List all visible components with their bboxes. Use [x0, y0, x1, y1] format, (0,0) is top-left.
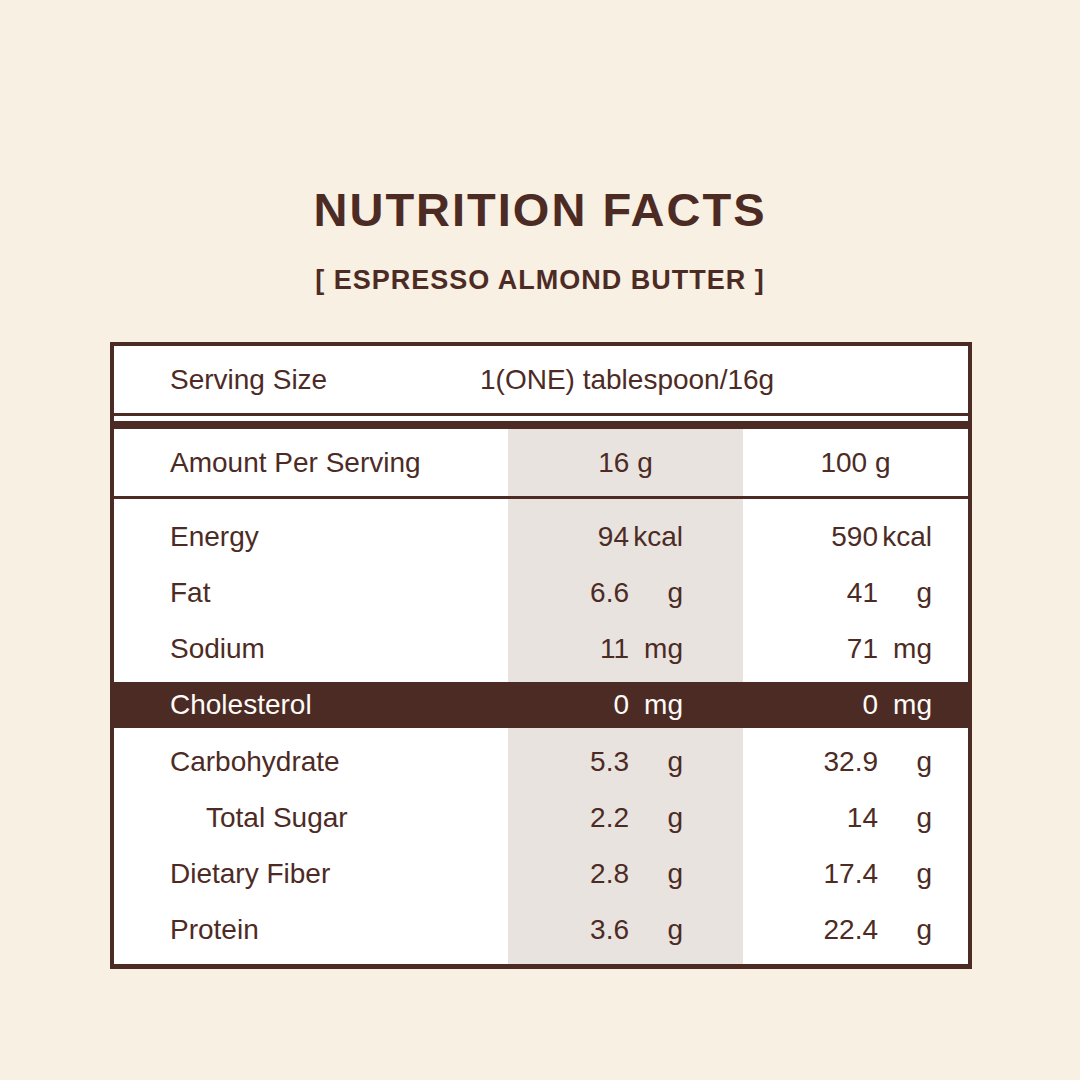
amount: 14 [743, 802, 878, 834]
value-100g: 22.4 g [743, 914, 968, 946]
amount: 71 [743, 633, 878, 665]
value-100g: 32.9 g [743, 746, 968, 778]
unit: g [629, 858, 683, 890]
nutrient-label: Total Sugar [114, 802, 508, 834]
value-16g: 94 kcal [508, 521, 743, 553]
value-100g: 14 g [743, 802, 968, 834]
nutrient-label: Dietary Fiber [114, 858, 508, 890]
amount: 3.6 [508, 914, 629, 946]
column-header-16g: 16 g [508, 447, 743, 479]
amount: 590 [743, 521, 878, 553]
value-100g: 17.4 g [743, 858, 968, 890]
value-16g: 0 mg [508, 689, 743, 721]
column-header-100g: 100 g [743, 447, 968, 479]
value-100g: 0 mg [743, 689, 968, 721]
amount: 5.3 [508, 746, 629, 778]
amount: 22.4 [743, 914, 878, 946]
unit: mg [629, 633, 683, 665]
amount: 17.4 [743, 858, 878, 890]
value-100g: 41 g [743, 577, 968, 609]
unit: g [629, 577, 683, 609]
nutrient-row-protein: Protein 3.6 g 22.4 g [114, 902, 968, 958]
unit: g [878, 577, 932, 609]
column-header-row: Amount Per Serving 16 g 100 g [114, 429, 968, 496]
unit: kcal [629, 521, 683, 553]
unit: g [878, 858, 932, 890]
amount: 6.6 [508, 577, 629, 609]
value-16g: 11 mg [508, 633, 743, 665]
unit: g [878, 914, 932, 946]
nutrient-label: Energy [114, 521, 508, 553]
unit: mg [878, 633, 932, 665]
value-16g: 5.3 g [508, 746, 743, 778]
value-16g: 6.6 g [508, 577, 743, 609]
amount-per-serving-label: Amount Per Serving [114, 447, 508, 479]
amount: 2.2 [508, 802, 629, 834]
nutrient-row-cholesterol: Cholesterol 0 mg 0 mg [114, 682, 968, 728]
nutrition-facts-table: Serving Size 1(ONE) tablespoon/16g Amoun… [110, 342, 972, 969]
unit: mg [629, 689, 683, 721]
unit: g [629, 746, 683, 778]
nutrient-row-carbohydrate: Carbohydrate 5.3 g 32.9 g [114, 734, 968, 790]
unit: kcal [878, 521, 932, 553]
amount: 94 [508, 521, 629, 553]
value-100g: 590 kcal [743, 521, 968, 553]
amount: 0 [743, 689, 878, 721]
value-16g: 3.6 g [508, 914, 743, 946]
value-16g: 2.8 g [508, 858, 743, 890]
nutrient-rows: Energy 94 kcal 590 kcal Fat 6.6 g 41 [114, 499, 968, 964]
nutrient-label: Cholesterol [114, 689, 508, 721]
unit: g [629, 914, 683, 946]
nutrient-label: Protein [114, 914, 508, 946]
nutrient-row-fat: Fat 6.6 g 41 g [114, 565, 968, 621]
table-body: Amount Per Serving 16 g 100 g Energy 94 … [114, 429, 968, 964]
page-title: NUTRITION FACTS [0, 182, 1080, 237]
unit: g [878, 746, 932, 778]
nutrient-label: Fat [114, 577, 508, 609]
amount: 2.8 [508, 858, 629, 890]
serving-size-row: Serving Size 1(ONE) tablespoon/16g [114, 346, 968, 413]
value-16g: 2.2 g [508, 802, 743, 834]
nutrient-row-sodium: Sodium 11 mg 71 mg [114, 621, 968, 677]
nutrient-label: Sodium [114, 633, 508, 665]
unit: g [878, 802, 932, 834]
unit: mg [878, 689, 932, 721]
serving-size-label: Serving Size [114, 364, 480, 396]
nutrient-row-dietary-fiber: Dietary Fiber 2.8 g 17.4 g [114, 846, 968, 902]
label-header: NUTRITION FACTS [ ESPRESSO ALMOND BUTTER… [0, 182, 1080, 296]
value-100g: 71 mg [743, 633, 968, 665]
nutrient-row-total-sugar: Total Sugar 2.2 g 14 g [114, 790, 968, 846]
nutrient-row-energy: Energy 94 kcal 590 kcal [114, 509, 968, 565]
page-subtitle: [ ESPRESSO ALMOND BUTTER ] [0, 265, 1080, 296]
amount: 41 [743, 577, 878, 609]
serving-size-value: 1(ONE) tablespoon/16g [480, 364, 968, 396]
amount: 0 [508, 689, 629, 721]
nutrient-label: Carbohydrate [114, 746, 508, 778]
amount: 11 [508, 633, 629, 665]
divider-thick [114, 421, 968, 429]
amount: 32.9 [743, 746, 878, 778]
unit: g [629, 802, 683, 834]
